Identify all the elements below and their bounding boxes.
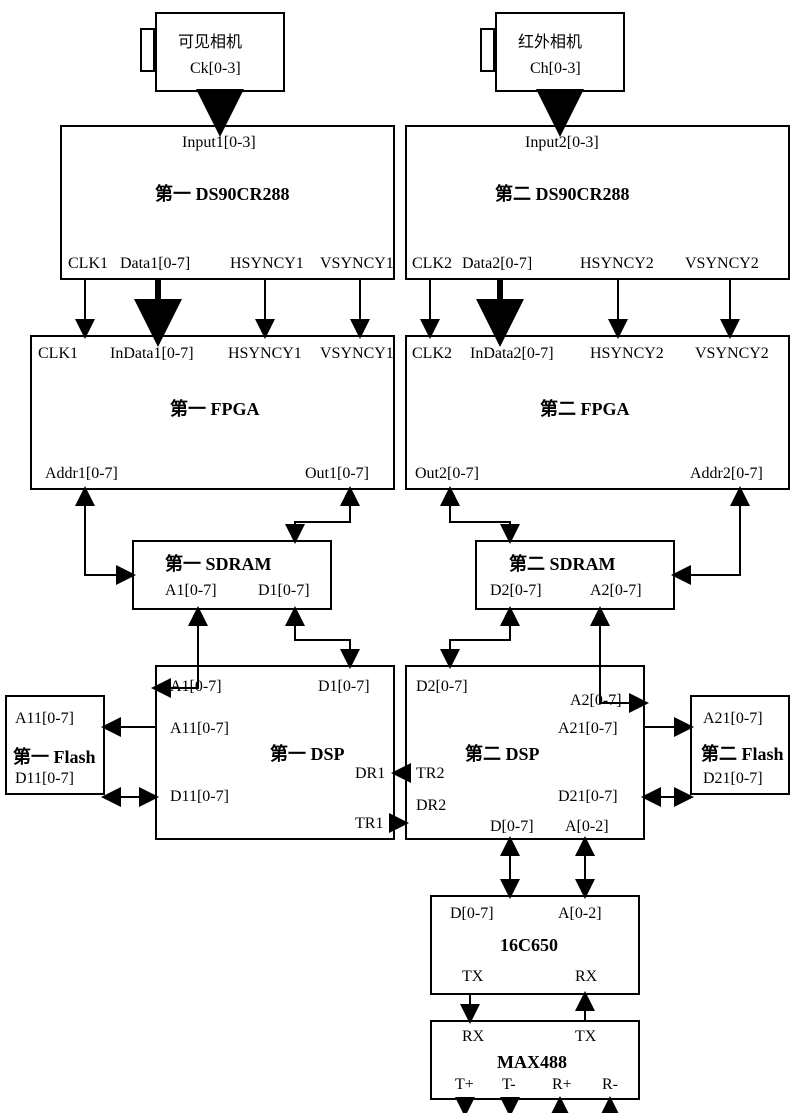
dsp1-dr1-label: DR1 — [355, 765, 385, 783]
fpga2-addr-label: Addr2[0-7] — [690, 465, 763, 483]
sdram2-title-label: 第二 SDRAM — [509, 550, 616, 576]
camera1-box — [155, 12, 285, 92]
fpga1-clk-label: CLK1 — [38, 345, 78, 363]
fpga2-hs-label: HSYNCY2 — [590, 345, 664, 363]
sdram1-d-label: D1[0-7] — [258, 582, 310, 600]
ds2-vs-label: VSYNCY2 — [685, 255, 759, 273]
dsp2-title-label: 第二 DSP — [465, 740, 540, 766]
flash2-title-label: 第二 Flash — [701, 740, 784, 766]
fpga2-in-label: InData2[0-7] — [470, 345, 554, 363]
dsp2-d2-label: D2[0-7] — [416, 678, 468, 696]
fpga2-title-label: 第二 FPGA — [540, 395, 630, 421]
flash1-title-label: 第一 Flash — [13, 743, 96, 769]
dsp2-dr2-label: DR2 — [416, 797, 446, 815]
c16650-d-label: D[0-7] — [450, 905, 494, 923]
fpga2-clk-label: CLK2 — [412, 345, 452, 363]
ds1-vs-label: VSYNCY1 — [320, 255, 394, 273]
fpga1-vs-label: VSYNCY1 — [320, 345, 394, 363]
dsp2-a2-label: A2[0-7] — [570, 692, 622, 710]
flash2-d-label: D21[0-7] — [703, 770, 763, 788]
fpga1-addr-label: Addr1[0-7] — [45, 465, 118, 483]
fpga2-out-label: Out2[0-7] — [415, 465, 479, 483]
dsp1-tr1-label: TR1 — [355, 815, 383, 833]
fpga1-in-label: InData1[0-7] — [110, 345, 194, 363]
flash1-d-label: D11[0-7] — [15, 770, 74, 788]
dsp1-a1-label: A1[0-7] — [170, 678, 222, 696]
fpga1-out-label: Out1[0-7] — [305, 465, 369, 483]
cam1-title-label: 可见相机 — [178, 28, 242, 52]
ds2-hs-label: HSYNCY2 — [580, 255, 654, 273]
flash2-a-label: A21[0-7] — [703, 710, 763, 728]
c16650-rx-label: RX — [575, 968, 597, 986]
c16650-tx-label: TX — [462, 968, 483, 986]
cam2-sub-label: Ch[0-3] — [530, 60, 581, 78]
cam1-sub-label: Ck[0-3] — [190, 60, 241, 78]
dsp2-tr2-label: TR2 — [416, 765, 444, 783]
dsp1-d11-label: D11[0-7] — [170, 788, 229, 806]
ds2-data-label: Data2[0-7] — [462, 255, 532, 273]
c16650-title-label: 16C650 — [500, 935, 558, 956]
ds1-title-label: 第一 DS90CR288 — [155, 180, 290, 206]
dsp2-a-label: A[0-2] — [565, 818, 609, 836]
camera1-tab — [140, 28, 155, 72]
c16650-a-label: A[0-2] — [558, 905, 602, 923]
ds2-title-label: 第二 DS90CR288 — [495, 180, 630, 206]
sdram1-a-label: A1[0-7] — [165, 582, 217, 600]
dsp1-title-label: 第一 DSP — [270, 740, 345, 766]
max488-rx-label: RX — [462, 1028, 484, 1046]
sdram2-d-label: D2[0-7] — [490, 582, 542, 600]
fpga2-vs-label: VSYNCY2 — [695, 345, 769, 363]
dsp2-d21-label: D21[0-7] — [558, 788, 618, 806]
ds1-in-label: Input1[0-3] — [182, 134, 256, 152]
camera2-box — [495, 12, 625, 92]
ds2-in-label: Input2[0-3] — [525, 134, 599, 152]
dsp2-d-label: D[0-7] — [490, 818, 534, 836]
max488-tm-label: T- — [502, 1076, 516, 1094]
dsp2-a21-label: A21[0-7] — [558, 720, 618, 738]
max488-tx-label: TX — [575, 1028, 596, 1046]
cam2-title-label: 红外相机 — [518, 28, 582, 52]
fpga1-hs-label: HSYNCY1 — [228, 345, 302, 363]
dsp1-d1-label: D1[0-7] — [318, 678, 370, 696]
max488-title-label: MAX488 — [497, 1052, 567, 1073]
dsp1-a11-label: A11[0-7] — [170, 720, 229, 738]
max488-rm-label: R- — [602, 1076, 618, 1094]
ds1-hs-label: HSYNCY1 — [230, 255, 304, 273]
max488-rp-label: R+ — [552, 1076, 572, 1094]
ds2-clk-label: CLK2 — [412, 255, 452, 273]
ds1-data-label: Data1[0-7] — [120, 255, 190, 273]
flash1-a-label: A11[0-7] — [15, 710, 74, 728]
fpga1-title-label: 第一 FPGA — [170, 395, 260, 421]
sdram2-a-label: A2[0-7] — [590, 582, 642, 600]
camera2-tab — [480, 28, 495, 72]
sdram1-title-label: 第一 SDRAM — [165, 550, 272, 576]
ds1-clk-label: CLK1 — [68, 255, 108, 273]
max488-tp-label: T+ — [455, 1076, 474, 1094]
